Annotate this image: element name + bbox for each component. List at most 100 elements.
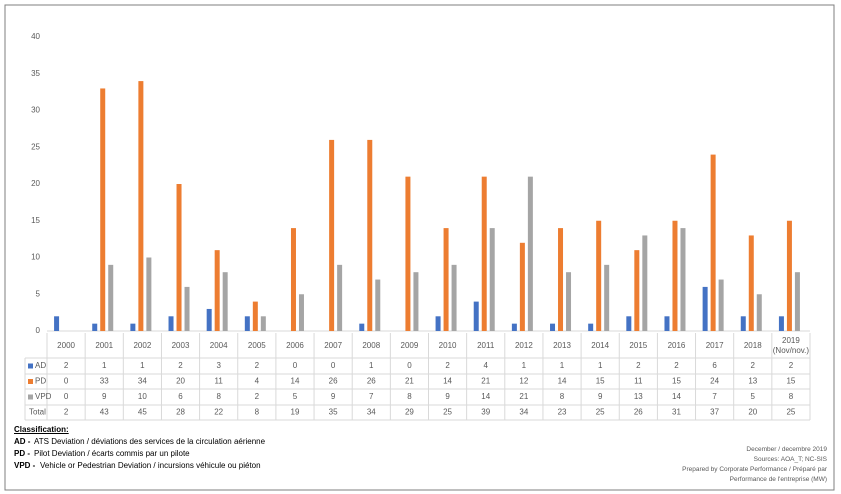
table-value: 0 [331,361,336,370]
frame [4,4,835,491]
bar [664,316,670,331]
x-tick-label: 2002 [133,340,152,350]
y-tick-label: 20 [31,179,40,188]
y-tick-label: 5 [36,289,41,298]
table-value: 15 [786,377,795,386]
table-value: 14 [672,392,681,401]
bar [794,272,800,331]
x-tick-label: 2017 [705,340,724,350]
total-label: Total [29,408,46,417]
x-tick-label: 2011 [477,340,495,350]
bar [130,323,136,331]
table-value: 4 [483,361,488,370]
bar [710,154,716,331]
x-tick-label: 2000 [57,340,75,350]
table-value: 1 [598,361,603,370]
bar [260,316,266,331]
table-value: 34 [138,377,147,386]
total-value: 22 [214,408,223,417]
bar [252,301,258,331]
bar [778,316,784,331]
table-value: 9 [331,392,336,401]
table-value: 2 [445,361,450,370]
table-value: 9 [445,392,450,401]
y-tick-label: 35 [31,69,40,78]
classification-text: ATS Deviation / déviations des services … [34,437,266,446]
bar [642,235,648,331]
table-value: 21 [405,377,414,386]
table-value: 2 [178,361,183,370]
x-tick-label: 2013 [553,340,571,350]
classification-code: VPD - [14,461,36,470]
table-value: 21 [519,392,528,401]
table-value: 26 [367,377,376,386]
table-value: 7 [712,392,717,401]
table-value: 24 [710,377,719,386]
x-tick-label: 2005 [247,340,266,350]
bar [405,176,411,331]
bar [588,323,594,331]
total-value: 28 [176,408,185,417]
total-value: 25 [443,408,452,417]
table-value: 12 [519,377,528,386]
table-value: 11 [215,377,224,386]
classification-text: Pilot Deviation / écarts commis par un p… [34,449,190,458]
note: Sources: AOA_T; NC-SIS [753,456,827,463]
total-value: 2 [64,408,69,417]
table-value: 7 [369,392,374,401]
total-value: 25 [596,408,605,417]
x-tick-label: 2003 [171,340,190,350]
note: December / decembre 2019 [746,446,827,453]
x-tick-label: 2019 (Nov/nov.) [772,335,810,355]
y-tick-label: 10 [31,253,40,262]
legend-swatch [28,394,33,400]
bar [634,250,640,331]
table-value: 0 [293,361,298,370]
x-tick-label: 2006 [286,340,304,350]
table-value: 0 [64,392,69,401]
x-tick-label: 2009 [400,340,419,350]
bar [451,264,457,331]
bar [298,294,304,331]
bar [519,242,525,331]
bar [756,294,762,331]
bar [748,235,754,331]
table-value: 4 [255,377,260,386]
total-value: 34 [367,408,376,417]
table-value: 15 [596,377,605,386]
bar [443,228,449,331]
bar [527,176,533,331]
bar [596,220,602,331]
table-value: 6 [712,361,717,370]
table-value: 2 [674,361,679,370]
table-value: 14 [291,377,300,386]
bar [511,323,517,331]
bar [626,316,632,331]
bar [473,301,479,331]
table-value: 1 [522,361,527,370]
bar [550,323,556,331]
table-value: 9 [598,392,603,401]
table-value: 21 [481,377,490,386]
table-value: 11 [634,377,643,386]
total-value: 35 [329,408,338,417]
bar [481,176,487,331]
bar [214,250,220,331]
table-value: 8 [216,392,221,401]
bar [489,228,495,331]
total-value: 31 [672,408,681,417]
table-value: 33 [100,377,109,386]
y-tick-label: 0 [36,326,41,335]
table-value: 2 [64,361,69,370]
table-value: 3 [216,361,221,370]
bar [740,316,746,331]
legend-label: PD [35,377,46,386]
table-value: 20 [176,377,185,386]
x-tick-label: 2007 [324,340,343,350]
total-value: 26 [634,408,643,417]
table-value: 14 [481,392,490,401]
total-value: 37 [710,408,719,417]
total-value: 19 [291,408,300,417]
total-value: 39 [481,408,490,417]
